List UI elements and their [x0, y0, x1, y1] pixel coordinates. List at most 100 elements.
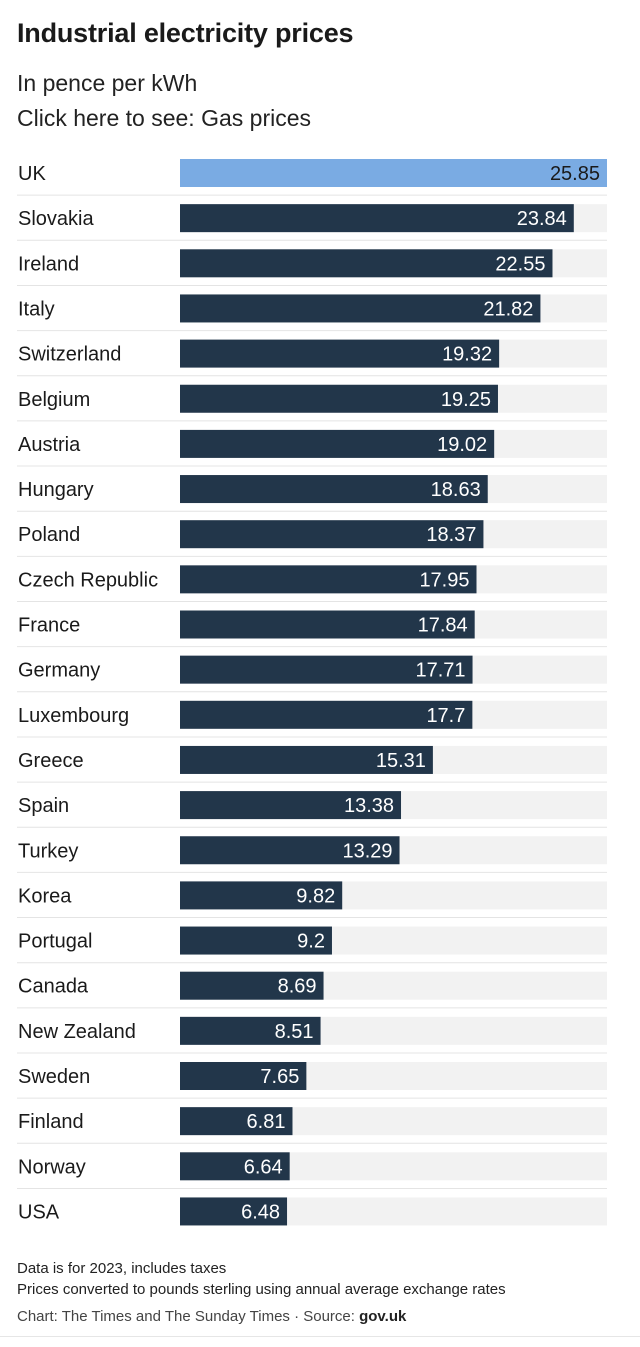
value-label: 18.37 — [426, 524, 476, 546]
category-label: Slovakia — [18, 208, 94, 230]
category-label: Finland — [18, 1111, 84, 1133]
value-label: 23.84 — [517, 208, 567, 230]
bar — [180, 1107, 293, 1136]
value-label: 22.55 — [495, 253, 545, 275]
bar-row-korea: Korea 9.82 — [17, 871, 607, 910]
bar-row-uk: UK 25.85 — [18, 159, 607, 187]
bar-row-norway: Norway 6.64 — [17, 1142, 607, 1181]
value-label: 17.84 — [418, 615, 468, 637]
bar — [180, 881, 343, 910]
value-label: 8.69 — [278, 976, 317, 998]
bar — [180, 971, 324, 1000]
bar — [180, 926, 332, 955]
toggle-prefix: Click here to see: — [17, 105, 202, 131]
value-label: 15.31 — [376, 750, 426, 772]
bar — [180, 1197, 288, 1226]
category-label: New Zealand — [18, 1021, 136, 1043]
bar-row-czech-republic: Czech Republic 17.95 — [17, 555, 607, 594]
category-label: Belgium — [18, 389, 90, 411]
bar-row-greece: Greece 15.31 — [17, 736, 607, 774]
category-label: Czech Republic — [18, 569, 158, 591]
bar — [180, 204, 574, 233]
category-label: Portugal — [18, 931, 93, 953]
bar-row-slovakia: Slovakia 23.84 — [17, 194, 607, 233]
value-label: 6.48 — [241, 1201, 280, 1223]
credit-text: Chart: The Times and The Sunday Times · … — [17, 1308, 360, 1325]
bar-row-luxembourg: Luxembourg 17.7 — [17, 691, 607, 729]
category-label: Germany — [18, 660, 100, 682]
category-label: Poland — [18, 524, 80, 546]
value-label: 9.2 — [297, 931, 325, 953]
value-label: 7.65 — [260, 1066, 299, 1088]
category-label: Hungary — [18, 479, 94, 501]
value-label: 8.51 — [275, 1021, 314, 1043]
category-label: Switzerland — [18, 344, 121, 366]
bar-row-canada: Canada 8.69 — [17, 962, 607, 1000]
bar-row-turkey: Turkey 13.29 — [17, 826, 607, 865]
category-label: Italy — [18, 298, 55, 320]
source-link[interactable]: gov.uk — [359, 1308, 407, 1325]
bar-row-austria: Austria 19.02 — [17, 420, 607, 458]
value-label: 6.64 — [244, 1156, 283, 1178]
bar-row-sweden: Sweden 7.65 — [17, 1052, 607, 1090]
value-label: 6.81 — [247, 1111, 286, 1133]
category-label: Luxembourg — [18, 705, 129, 727]
bar — [180, 1152, 290, 1181]
bar — [180, 836, 400, 865]
category-label: USA — [18, 1201, 60, 1223]
category-label: Sweden — [18, 1066, 90, 1088]
value-label: 19.25 — [441, 389, 491, 411]
bar — [180, 565, 477, 594]
bar-row-spain: Spain 13.38 — [17, 781, 607, 820]
category-label: Korea — [18, 885, 72, 907]
bar — [180, 475, 488, 504]
category-label: Greece — [18, 750, 84, 772]
value-label: 17.95 — [419, 569, 469, 591]
bar — [180, 429, 495, 458]
bar-row-usa: USA 6.48 — [17, 1187, 607, 1226]
bottom-divider — [0, 1336, 640, 1337]
gas-prices-link[interactable]: Gas prices — [201, 105, 312, 131]
bar-chart: UK 25.85 Slovakia 23.84 Ireland 22.55 Italy 21.… — [17, 159, 607, 1226]
category-label: France — [18, 615, 80, 637]
category-label: Spain — [18, 795, 69, 817]
bar — [180, 791, 402, 820]
value-label: 19.32 — [442, 344, 492, 366]
category-label: Austria — [18, 434, 81, 456]
chart-subtitle: In pence per kWh — [17, 70, 198, 96]
bar — [180, 384, 498, 413]
bar — [180, 1062, 307, 1090]
bar-row-hungary: Hungary 18.63 — [17, 465, 607, 504]
bar-row-poland: Poland 18.37 — [17, 510, 607, 549]
category-label: Ireland — [18, 253, 79, 275]
value-label: 13.29 — [342, 840, 392, 862]
category-label: Canada — [18, 976, 89, 998]
bar — [180, 520, 484, 549]
bar-row-portugal: Portugal 9.2 — [17, 917, 607, 955]
bar-row-switzerland: Switzerland 19.32 — [17, 330, 607, 368]
category-label: UK — [18, 163, 46, 185]
bar — [180, 655, 473, 684]
category-label: Norway — [18, 1156, 86, 1178]
category-label: Turkey — [18, 840, 78, 862]
bar-row-belgium: Belgium 19.25 — [17, 375, 607, 413]
bar — [180, 610, 475, 639]
bar-row-germany: Germany 17.71 — [17, 646, 607, 684]
bar — [180, 339, 500, 368]
bar — [180, 249, 553, 278]
value-label: 9.82 — [296, 885, 335, 907]
value-label: 21.82 — [483, 298, 533, 320]
bar-row-italy: Italy 21.82 — [17, 284, 607, 323]
value-label: 17.7 — [426, 705, 465, 727]
bar — [180, 700, 473, 729]
footnotes: Data is for 2023, includes taxes Prices … — [17, 1258, 506, 1300]
chart-credit: Chart: The Times and The Sunday Times · … — [17, 1308, 406, 1325]
bar-row-new-zealand: New Zealand 8.51 — [17, 1007, 607, 1045]
value-label: 13.38 — [344, 795, 394, 817]
footnote-exchange-rates: Prices converted to pounds sterling usin… — [17, 1281, 506, 1298]
footnote-data-year: Data is for 2023, includes taxes — [17, 1260, 227, 1277]
chart-title: Industrial electricity prices — [17, 18, 354, 48]
value-label: 18.63 — [431, 479, 481, 501]
bar-row-finland: Finland 6.81 — [17, 1097, 607, 1136]
bar — [180, 159, 607, 187]
